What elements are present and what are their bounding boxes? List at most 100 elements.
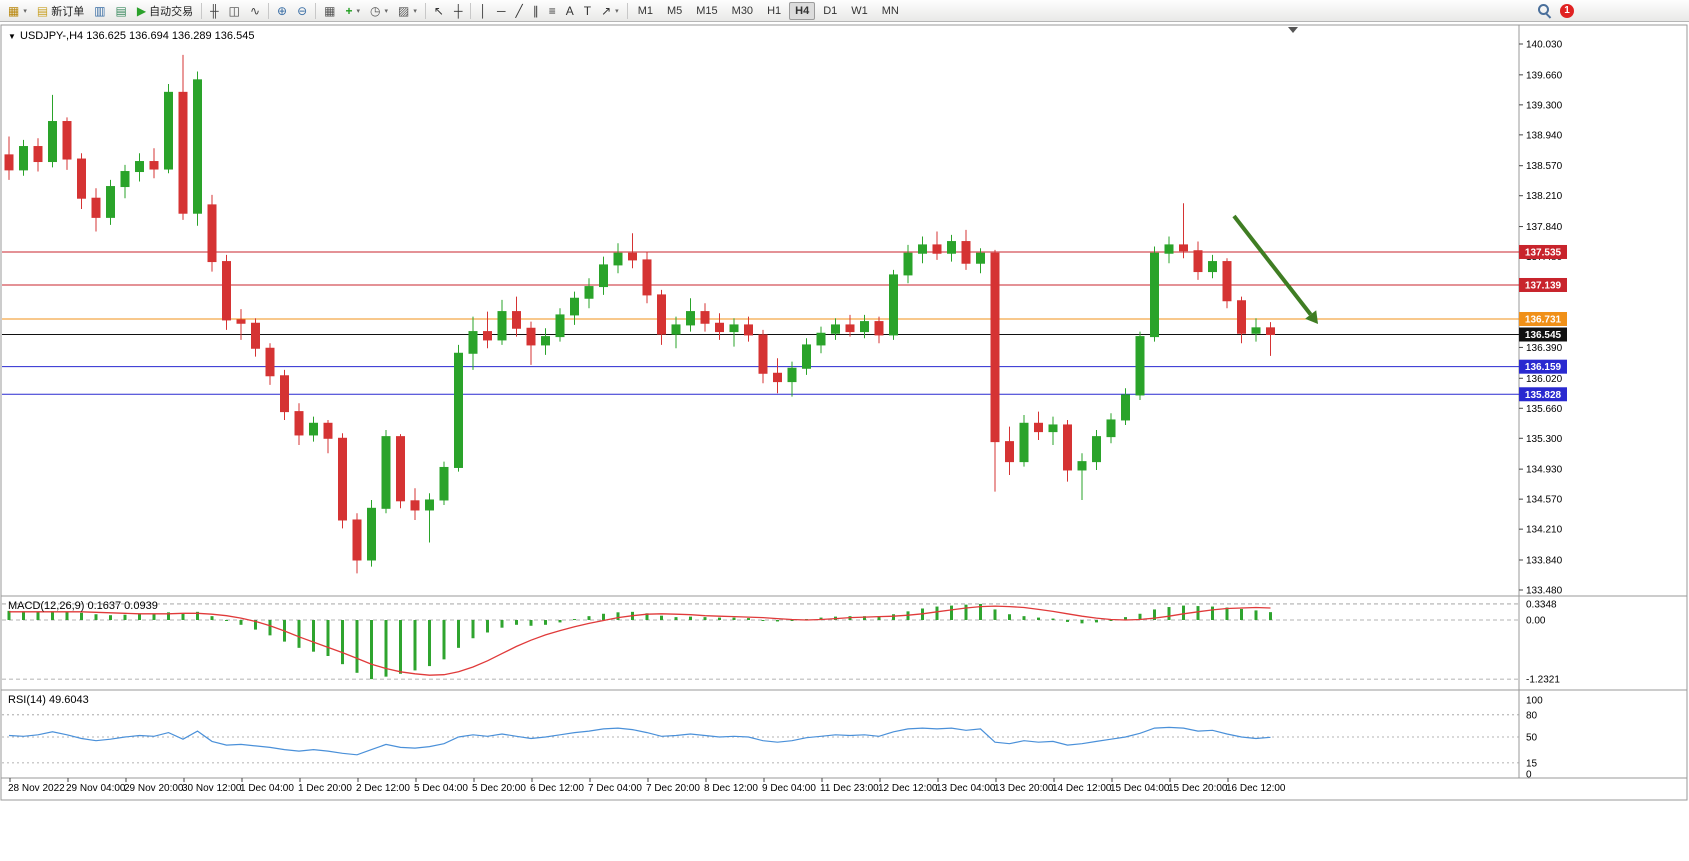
new-order-button[interactable]: ▤ 新订单 bbox=[33, 2, 88, 20]
candle bbox=[657, 294, 666, 335]
candle bbox=[1193, 250, 1203, 273]
timeframe-m15[interactable]: M15 bbox=[696, 4, 718, 17]
candle bbox=[193, 79, 202, 214]
zoom-out-button[interactable]: ⊖ bbox=[293, 2, 311, 20]
new-chart-button[interactable]: ▦ ▾ bbox=[4, 2, 31, 20]
dropdown-arrow-icon: ▾ bbox=[413, 7, 417, 15]
candle bbox=[845, 324, 855, 333]
candle bbox=[338, 437, 347, 521]
notification-badge[interactable]: 1 bbox=[1560, 3, 1574, 18]
market-watch-button[interactable]: ▥ bbox=[90, 2, 109, 20]
dropdown-arrow-icon: ▾ bbox=[615, 7, 619, 15]
svg-text:136.545: 136.545 bbox=[1525, 330, 1562, 341]
svg-text:138.940: 138.940 bbox=[1526, 130, 1563, 141]
candle bbox=[1251, 327, 1261, 334]
candlestick-chart-button[interactable]: ◫ bbox=[225, 2, 244, 20]
candle bbox=[671, 324, 681, 335]
price-badge-135.828 bbox=[1519, 387, 1567, 402]
candle bbox=[4, 154, 14, 171]
candle bbox=[439, 466, 449, 501]
candle bbox=[874, 321, 884, 336]
timeframe-mn[interactable]: MN bbox=[881, 4, 899, 17]
bar-chart-button[interactable]: ╫ bbox=[206, 2, 223, 20]
templates-icon: ▨ bbox=[398, 3, 410, 18]
svg-text:8 Dec 12:00: 8 Dec 12:00 bbox=[704, 783, 758, 794]
dropdown-arrow-icon: ▾ bbox=[384, 7, 389, 15]
timeframe-h4[interactable]: H4 bbox=[789, 1, 816, 20]
channel-button[interactable]: ∥ bbox=[529, 2, 543, 20]
fibonacci-button[interactable]: ≡ bbox=[545, 2, 560, 20]
price-axis[interactable]: 140.030 139.660 139.300 138.940 138.570 138.2… bbox=[1519, 40, 1563, 597]
price-badge-137.535 bbox=[1519, 244, 1567, 259]
data-window-button[interactable]: ▤ bbox=[112, 2, 131, 20]
candle bbox=[77, 158, 86, 199]
candle bbox=[976, 252, 985, 264]
candle bbox=[1179, 244, 1188, 252]
svg-text:1 Dec 04:00: 1 Dec 04:00 bbox=[240, 783, 294, 794]
auto-trading-button[interactable]: ▶ 自动交易 bbox=[133, 2, 197, 20]
svg-text:134.930: 134.930 bbox=[1526, 465, 1563, 476]
candle bbox=[222, 261, 231, 321]
svg-text:0.3348: 0.3348 bbox=[1526, 599, 1557, 610]
cursor-button[interactable]: ↖ bbox=[430, 2, 448, 20]
timeframe-d1[interactable]: D1 bbox=[823, 4, 838, 17]
candle bbox=[918, 244, 927, 254]
trend-arrow-annotation[interactable] bbox=[1232, 214, 1313, 316]
candle bbox=[729, 324, 739, 333]
toolbar-separator bbox=[201, 2, 203, 19]
arrows-button[interactable]: ↗ ▾ bbox=[597, 2, 623, 20]
new-order-button-label: 新订单 bbox=[51, 5, 85, 18]
svg-text:134.570: 134.570 bbox=[1526, 495, 1563, 506]
vertical-line-button[interactable]: │ bbox=[475, 2, 491, 20]
candle bbox=[990, 252, 1000, 443]
svg-text:135.300: 135.300 bbox=[1526, 434, 1563, 445]
svg-text:136.731: 136.731 bbox=[1525, 315, 1562, 326]
svg-text:7 Dec 04:00: 7 Dec 04:00 bbox=[588, 783, 642, 794]
candle bbox=[686, 311, 695, 326]
svg-text:133.480: 133.480 bbox=[1526, 586, 1563, 597]
tile-windows-button[interactable]: ▦ bbox=[320, 2, 339, 20]
svg-text:13 Dec 20:00: 13 Dec 20:00 bbox=[994, 783, 1054, 794]
svg-text:137.840: 137.840 bbox=[1526, 222, 1563, 233]
main-toolbar: ▦ ▾ ▤ 新订单 ▥ ▤ ▶ 自动交易 ╫ ◫ ∿ ⊕ ⊖ ▦ + ▾ ◷ ▾ ▨ ▾ ↖ ┼ │ ─ ╱ ∥ ≡ A T ↗ ▾ M1 M5… bbox=[0, 0, 1689, 22]
timeframe-h1[interactable]: H1 bbox=[767, 4, 782, 17]
svg-text:29 Nov 20:00: 29 Nov 20:00 bbox=[124, 783, 184, 794]
arrow-tools-icon: ↗ bbox=[601, 3, 612, 18]
macd-label: MACD(12,26,9) 0.1637 0.0939 bbox=[8, 600, 158, 612]
timeframes-button[interactable]: ◷ ▾ bbox=[366, 2, 392, 20]
candle bbox=[410, 500, 420, 511]
indicators-button[interactable]: + ▾ bbox=[342, 2, 365, 20]
candle bbox=[1077, 461, 1087, 471]
candle bbox=[947, 241, 956, 254]
candle bbox=[454, 352, 463, 468]
fibonacci-icon: ≡ bbox=[548, 3, 556, 18]
price-badge-137.139 bbox=[1519, 277, 1567, 292]
candle bbox=[1063, 424, 1072, 471]
dropdown-arrow-icon: ▾ bbox=[23, 7, 27, 15]
text-button[interactable]: A bbox=[562, 2, 578, 20]
line-chart-button[interactable]: ∿ bbox=[246, 2, 264, 20]
zoom-in-button[interactable]: ⊕ bbox=[273, 2, 291, 20]
one-click-trading-icon[interactable]: ▼ bbox=[8, 32, 16, 41]
timeframe-w1[interactable]: W1 bbox=[851, 4, 868, 17]
rsi-line bbox=[8, 726, 1271, 756]
candle bbox=[309, 422, 318, 436]
templates-button[interactable]: ▨ ▾ bbox=[394, 2, 421, 20]
candle bbox=[1222, 261, 1232, 302]
candle bbox=[628, 252, 637, 261]
chart-window[interactable]: 140.030 139.660 139.300 138.940 138.570 138.2… bbox=[0, 22, 1689, 861]
text-label-button[interactable]: T bbox=[580, 2, 595, 20]
horizontal-line-button[interactable]: ─ bbox=[493, 2, 510, 20]
candle bbox=[642, 259, 652, 296]
crosshair-button[interactable]: ┼ bbox=[450, 2, 467, 20]
timeframe-m1[interactable]: M1 bbox=[637, 4, 653, 17]
search-icon[interactable] bbox=[1537, 3, 1552, 18]
svg-text:135.660: 135.660 bbox=[1526, 404, 1563, 415]
timeframe-m30[interactable]: M30 bbox=[731, 4, 754, 17]
tile-windows-icon: ▦ bbox=[324, 3, 336, 18]
trendline-button[interactable]: ╱ bbox=[512, 2, 527, 20]
timeframe-m5[interactable]: M5 bbox=[666, 4, 683, 17]
auto-trading-icon: ▶ bbox=[136, 3, 147, 18]
candle bbox=[120, 171, 130, 188]
